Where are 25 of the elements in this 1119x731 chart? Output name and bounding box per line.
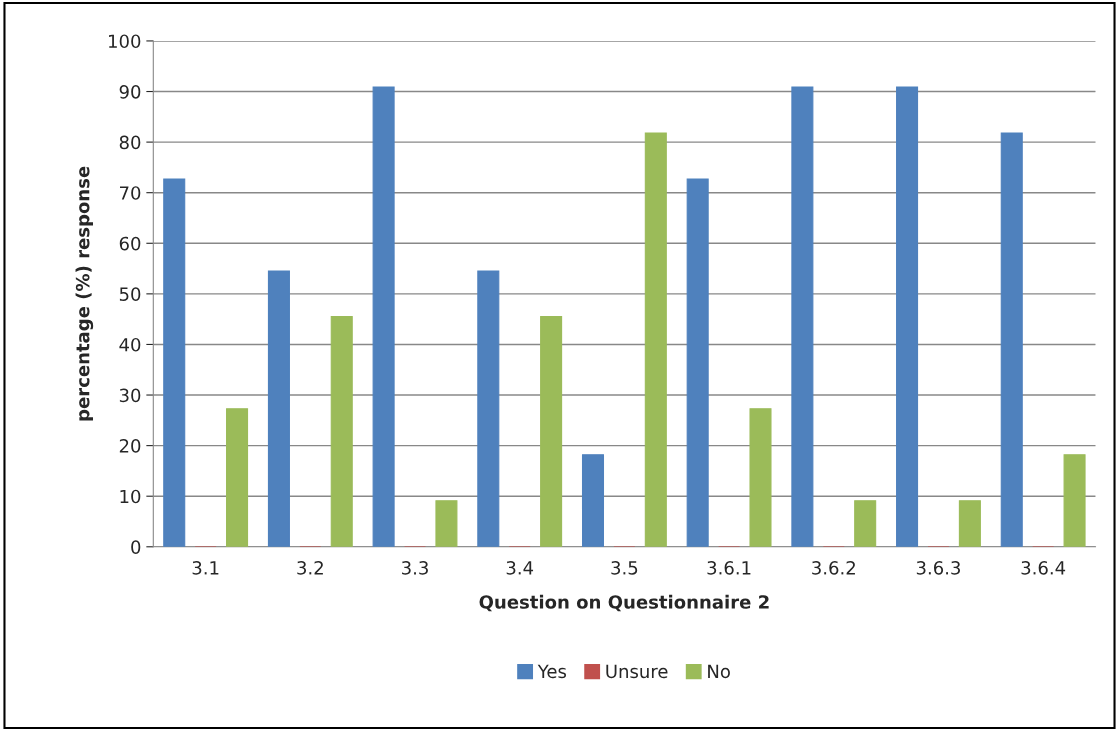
x-tick-label: 3.3 bbox=[402, 561, 428, 575]
x-tick-label: 3.1 bbox=[192, 561, 219, 575]
y-axis-title: percentage (%) response bbox=[75, 166, 94, 421]
y-tick-label: 50 bbox=[119, 287, 141, 301]
y-tick-label: 100 bbox=[109, 34, 141, 49]
x-tick-label: 3.5 bbox=[611, 561, 638, 575]
y-tick-label: 0 bbox=[131, 540, 141, 554]
y-tick-label: 80 bbox=[119, 135, 141, 150]
y-tick-label: 30 bbox=[119, 388, 141, 403]
y-tick-label: 10 bbox=[120, 489, 141, 504]
legend-label: Yes bbox=[537, 664, 567, 679]
x-axis-title: Question on Questionnaire 2 bbox=[479, 594, 769, 612]
legend-label: No bbox=[708, 664, 730, 679]
x-tick-label: 3.2 bbox=[297, 561, 323, 575]
x-tick-label: 3.6.4 bbox=[1021, 561, 1066, 575]
x-tick-label: 3.6.3 bbox=[916, 561, 960, 575]
legend-label: Unsure bbox=[606, 664, 668, 679]
y-tick-label: 40 bbox=[119, 337, 141, 352]
y-tick-label: 60 bbox=[119, 236, 141, 251]
x-tick-label: 3.4 bbox=[506, 561, 534, 575]
y-tick-label: 70 bbox=[120, 186, 141, 200]
y-tick-label: 90 bbox=[119, 84, 141, 99]
y-tick-label: 20 bbox=[119, 439, 141, 453]
x-tick-label: 3.6.2 bbox=[812, 561, 855, 575]
x-tick-label: 3.6.1 bbox=[707, 561, 751, 575]
